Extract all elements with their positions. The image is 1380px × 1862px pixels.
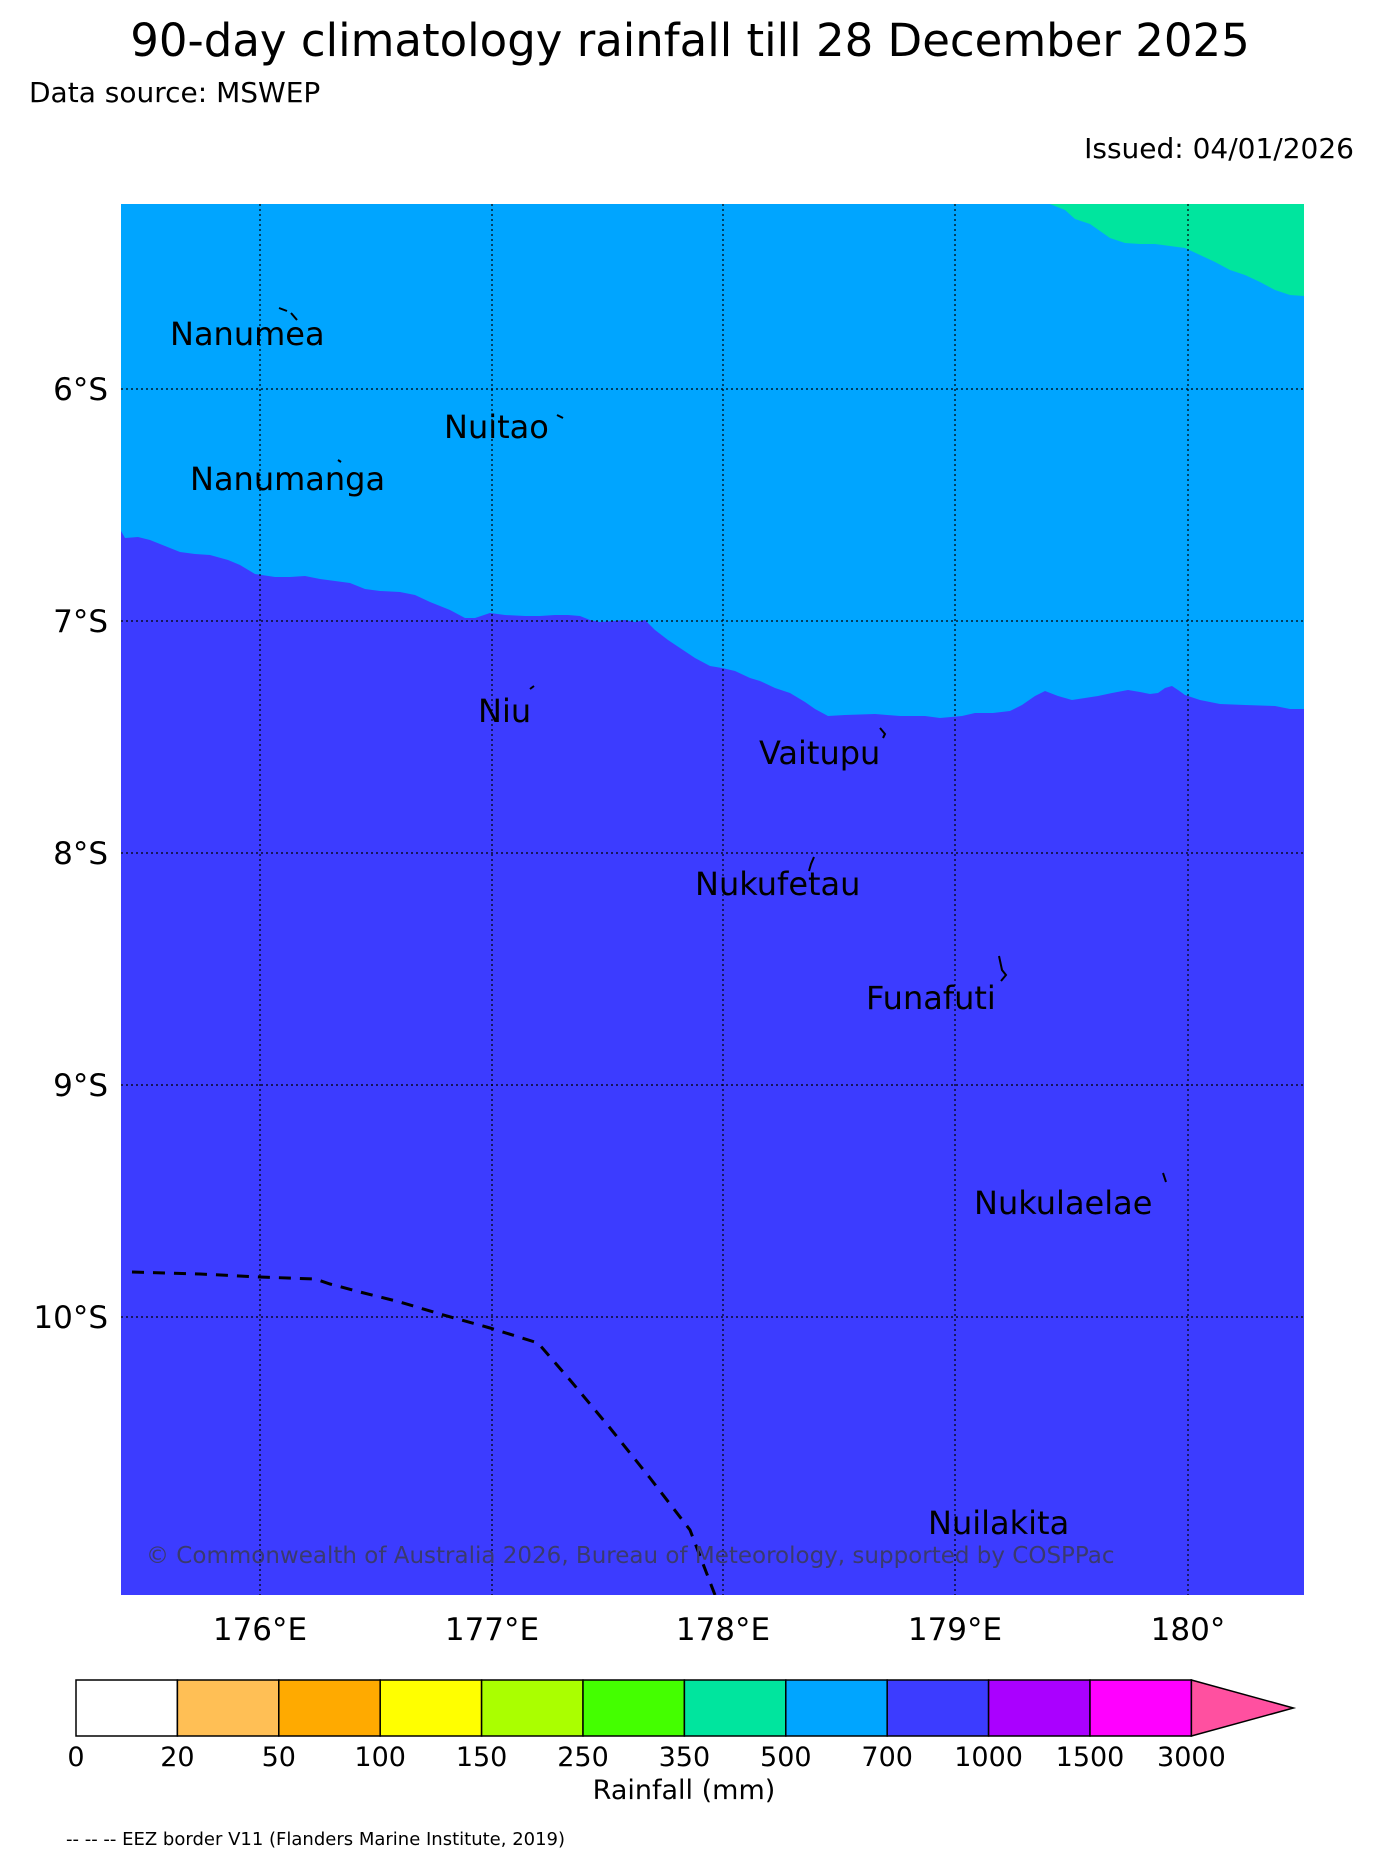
- copyright-notice: © Commonwealth of Australia 2026, Bureau…: [146, 1543, 1115, 1569]
- colorbar: 0 20 50 100 150 250 350 500 700 1000 1500 3000 Rainf…: [67, 1679, 1297, 1806]
- data-source: Data source: MSWEP: [29, 76, 321, 109]
- island-labels: Nanumea Nuitao Nanumanga Niu Vaitupu Nukufeta…: [170, 315, 1152, 1542]
- colorbar-tick-label: 1000: [954, 1742, 1023, 1773]
- longitude-tick-label: 178°E: [676, 1612, 770, 1648]
- colorbar-segment: [379, 1679, 483, 1737]
- island-label: Nanumanga: [190, 460, 385, 498]
- longitude-axis: 176°E 177°E 178°E 179°E 180°: [213, 1612, 1225, 1648]
- eez-border-line: [131, 1270, 717, 1595]
- map-title: 90-day climatology rainfall till 28 Dece…: [130, 14, 1250, 67]
- island-shapes: [278, 307, 1167, 1183]
- colorbar-segment: [582, 1679, 686, 1737]
- island-label: Funafuti: [866, 979, 996, 1017]
- island-label: Nuitao: [444, 408, 549, 446]
- colorbar-segment: [480, 1679, 584, 1737]
- colorbar-segment: [987, 1679, 1091, 1737]
- colorbar-extend-arrow: [1190, 1679, 1297, 1737]
- longitude-tick-label: 176°E: [213, 1612, 307, 1648]
- latitude-tick-label: 7°S: [53, 604, 108, 640]
- colorbar-tick-label: 250: [557, 1742, 609, 1773]
- longitude-tick-label: 177°E: [445, 1612, 539, 1648]
- colorbar-segment: [683, 1679, 787, 1737]
- island-label: Niu: [478, 692, 531, 730]
- island-label: Nukufetau: [695, 865, 860, 903]
- island-label: Vaitupu: [759, 734, 880, 772]
- colorbar-tick-label: 3000: [1157, 1742, 1226, 1773]
- colorbar-tick-label: 350: [659, 1742, 711, 1773]
- colorbar-segment: [75, 1679, 179, 1737]
- colorbar-segment: [278, 1679, 381, 1737]
- island-label: Nuilakita: [928, 1504, 1069, 1542]
- colorbar-tick-label: 100: [354, 1742, 406, 1773]
- colorbar-label: Rainfall (mm): [593, 1775, 776, 1806]
- region-500-700: [121, 204, 1304, 718]
- colorbar-tick-label: 150: [456, 1742, 508, 1773]
- colorbar-tick-label: 700: [861, 1742, 913, 1773]
- colorbar-segment: [176, 1679, 280, 1737]
- longitude-tick-label: 180°: [1151, 1612, 1226, 1648]
- colorbar-segment: [785, 1679, 888, 1737]
- region-350-500: [1050, 204, 1304, 296]
- colorbar-tick-label: 0: [67, 1742, 84, 1773]
- colorbar-tick-label: 500: [760, 1742, 812, 1773]
- eez-footnote: -- -- -- EEZ border V11 (Flanders Marine…: [66, 1829, 566, 1850]
- colorbar-tick-label: 20: [160, 1742, 194, 1773]
- latitude-tick-label: 6°S: [53, 372, 108, 408]
- map-area: © Commonwealth of Australia 2026, Bureau…: [121, 204, 1304, 1595]
- issued-date: Issued: 04/01/2026: [1084, 132, 1354, 165]
- colorbar-segment: [1089, 1679, 1193, 1737]
- latitude-tick-label: 9°S: [53, 1068, 108, 1104]
- island-label: Nanumea: [170, 315, 325, 353]
- island-label: Nukulaelae: [974, 1184, 1152, 1222]
- longitude-tick-label: 179°E: [908, 1612, 1002, 1648]
- colorbar-tick-label: 50: [262, 1742, 296, 1773]
- latitude-axis: 6°S 7°S 8°S 9°S 10°S: [33, 372, 108, 1336]
- colorbar-tick-label: 1500: [1056, 1742, 1125, 1773]
- latitude-tick-label: 8°S: [53, 836, 108, 872]
- latitude-tick-label: 10°S: [33, 1300, 108, 1336]
- graticule: [121, 204, 1304, 1595]
- colorbar-segment: [886, 1679, 990, 1737]
